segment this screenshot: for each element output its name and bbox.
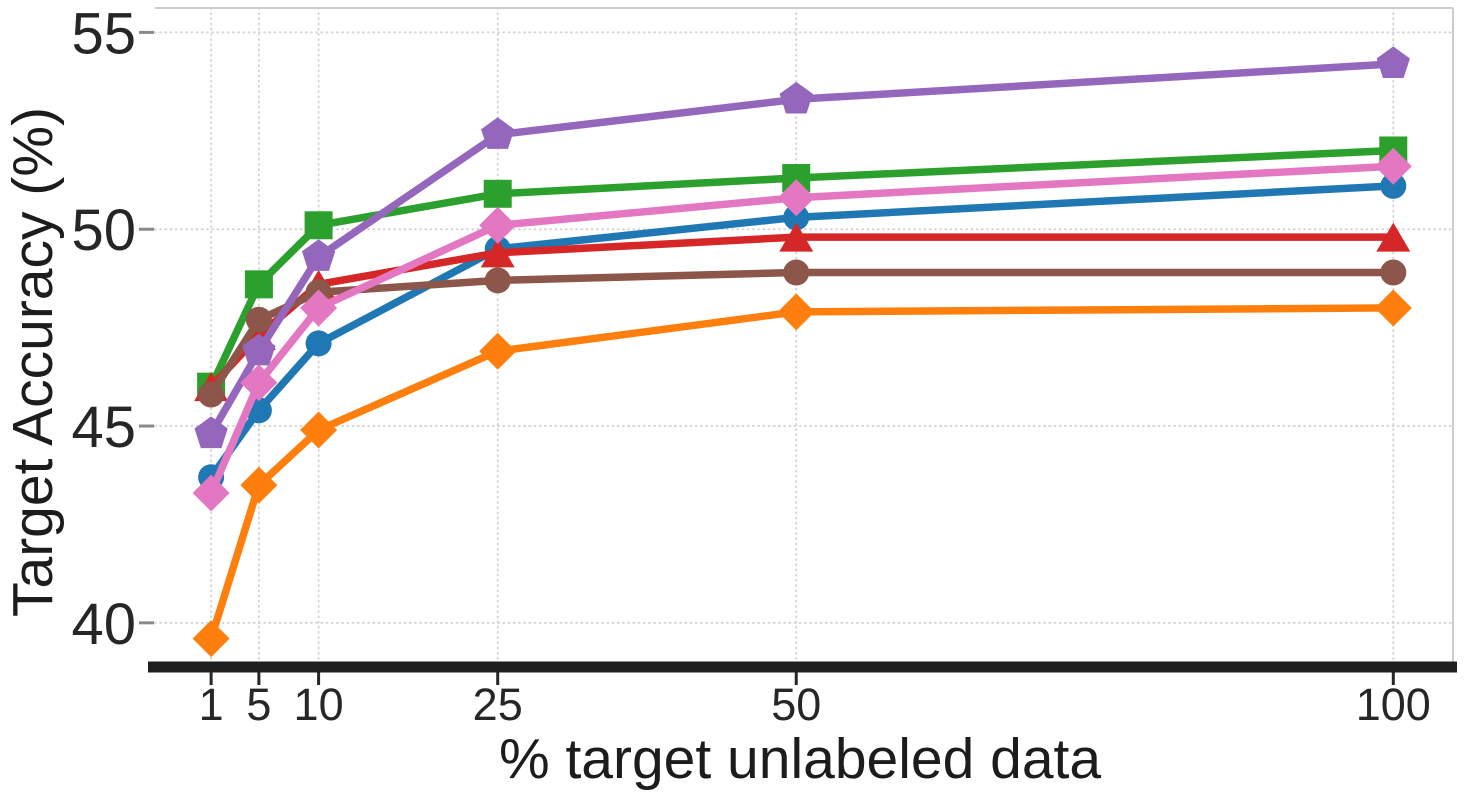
blue-circle-series bbox=[198, 172, 1407, 491]
triangle-marker bbox=[779, 222, 814, 252]
purple-pentagon-series bbox=[194, 46, 1410, 449]
gridlines bbox=[154, 7, 1454, 664]
diamond-marker bbox=[192, 620, 230, 658]
axis-ticks bbox=[139, 30, 1395, 685]
x-tick-label: 1 bbox=[199, 679, 224, 730]
circle-marker bbox=[783, 204, 810, 231]
diamond-marker bbox=[777, 179, 815, 217]
circle-marker bbox=[783, 259, 810, 286]
diamond-marker bbox=[300, 411, 338, 449]
tick-labels: 1 5 10 25 50 100 40 45 50 55 bbox=[71, 1, 1430, 730]
diamond-marker bbox=[479, 332, 517, 370]
diamond-marker bbox=[240, 466, 278, 504]
square-marker bbox=[304, 211, 333, 240]
pentagon-marker bbox=[194, 416, 228, 449]
y-tick-label: 45 bbox=[71, 395, 136, 460]
triangle-marker bbox=[1376, 222, 1411, 252]
pentagon-marker bbox=[301, 239, 336, 271]
pink-diamond-series bbox=[192, 147, 1412, 512]
diamond-marker bbox=[777, 293, 815, 331]
green-square-series-line bbox=[207, 146, 1398, 391]
y-tick-label: 55 bbox=[71, 1, 136, 66]
diamond-marker bbox=[240, 364, 278, 402]
blue-circle-series-line bbox=[207, 182, 1398, 481]
data-series bbox=[192, 46, 1412, 658]
square-marker bbox=[244, 270, 273, 299]
diamond-marker bbox=[1374, 147, 1412, 185]
diamond-marker bbox=[1374, 289, 1412, 327]
pentagon-marker bbox=[779, 81, 813, 114]
orange-diamond-series-line bbox=[207, 304, 1398, 643]
circle-marker bbox=[245, 306, 272, 333]
pentagon-marker bbox=[481, 117, 515, 149]
x-tick-label: 5 bbox=[246, 679, 271, 730]
circle-marker bbox=[1380, 172, 1407, 199]
y-axis-title: Target Accuracy (%) bbox=[1, 107, 65, 617]
x-tick-label: 100 bbox=[1356, 679, 1431, 730]
circle-marker bbox=[198, 381, 225, 408]
x-tick-label: 10 bbox=[294, 679, 344, 730]
pentagon-marker bbox=[1376, 46, 1410, 79]
x-axis-title: % target unlabeled data bbox=[499, 727, 1101, 791]
circle-marker bbox=[1380, 259, 1407, 286]
square-marker bbox=[483, 179, 512, 208]
circle-marker bbox=[484, 267, 511, 294]
diamond-marker bbox=[300, 289, 338, 327]
x-tick-label: 25 bbox=[473, 679, 523, 730]
diamond-marker bbox=[479, 206, 517, 244]
diamond-marker bbox=[192, 474, 230, 512]
pink-diamond-series-line bbox=[207, 162, 1398, 497]
triangle-marker bbox=[480, 238, 515, 268]
y-tick-label: 50 bbox=[71, 198, 136, 263]
brown-circle-series-line bbox=[207, 268, 1398, 399]
pentagon-marker bbox=[242, 333, 276, 366]
orange-diamond-series bbox=[192, 289, 1412, 658]
axis-spines bbox=[148, 7, 1457, 673]
circle-marker bbox=[305, 330, 332, 357]
x-tick-label: 50 bbox=[771, 679, 821, 730]
y-tick-label: 40 bbox=[71, 592, 136, 657]
green-square-series bbox=[197, 136, 1408, 401]
